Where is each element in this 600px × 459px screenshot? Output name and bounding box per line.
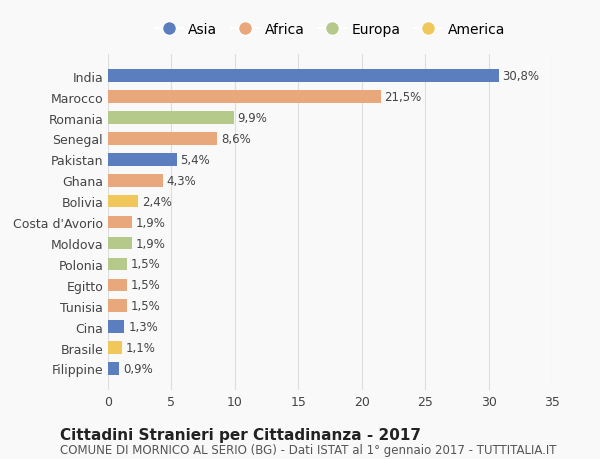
Bar bbox=[108, 112, 233, 124]
Bar bbox=[108, 258, 127, 271]
Text: 21,5%: 21,5% bbox=[385, 91, 422, 104]
Bar bbox=[108, 196, 139, 208]
Text: 0,9%: 0,9% bbox=[123, 362, 153, 375]
Text: 1,5%: 1,5% bbox=[131, 279, 161, 291]
Bar bbox=[108, 174, 163, 187]
Bar bbox=[108, 321, 124, 333]
Text: 1,9%: 1,9% bbox=[136, 237, 166, 250]
Text: 1,9%: 1,9% bbox=[136, 216, 166, 229]
Text: 1,1%: 1,1% bbox=[126, 341, 155, 354]
Text: 2,4%: 2,4% bbox=[142, 195, 172, 208]
Legend: Asia, Africa, Europa, America: Asia, Africa, Europa, America bbox=[151, 18, 509, 41]
Text: 1,5%: 1,5% bbox=[131, 300, 161, 313]
Bar bbox=[108, 154, 176, 166]
Text: Cittadini Stranieri per Cittadinanza - 2017: Cittadini Stranieri per Cittadinanza - 2… bbox=[60, 427, 421, 442]
Bar bbox=[108, 341, 122, 354]
Bar bbox=[108, 133, 217, 146]
Bar bbox=[108, 237, 132, 250]
Bar bbox=[108, 363, 119, 375]
Bar bbox=[108, 70, 499, 83]
Bar bbox=[108, 216, 132, 229]
Text: COMUNE DI MORNICO AL SERIO (BG) - Dati ISTAT al 1° gennaio 2017 - TUTTITALIA.IT: COMUNE DI MORNICO AL SERIO (BG) - Dati I… bbox=[60, 443, 557, 456]
Text: 1,5%: 1,5% bbox=[131, 258, 161, 271]
Text: 4,3%: 4,3% bbox=[166, 174, 196, 187]
Text: 5,4%: 5,4% bbox=[181, 154, 210, 167]
Text: 30,8%: 30,8% bbox=[503, 70, 539, 83]
Bar bbox=[108, 300, 127, 312]
Text: 8,6%: 8,6% bbox=[221, 133, 251, 146]
Bar bbox=[108, 91, 381, 104]
Text: 9,9%: 9,9% bbox=[238, 112, 267, 125]
Bar bbox=[108, 279, 127, 291]
Text: 1,3%: 1,3% bbox=[128, 320, 158, 333]
